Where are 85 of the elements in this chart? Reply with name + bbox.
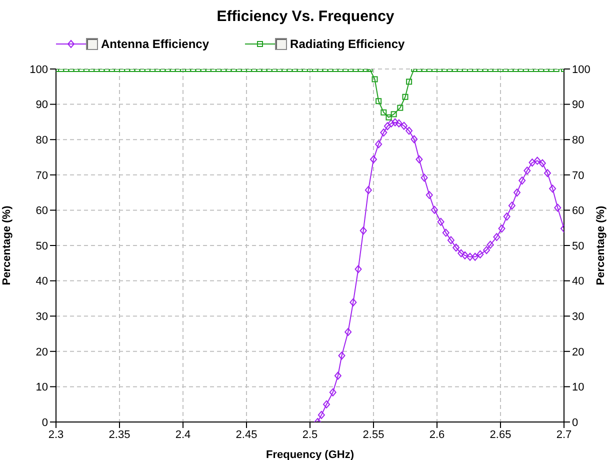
y2-tick-label: 50 bbox=[572, 240, 584, 252]
y2-tick-label: 90 bbox=[572, 99, 584, 112]
point bbox=[329, 388, 336, 396]
x-tick-label: 2.45 bbox=[236, 428, 258, 441]
point bbox=[323, 400, 330, 408]
point bbox=[476, 250, 484, 258]
point bbox=[416, 155, 423, 164]
point bbox=[384, 122, 391, 130]
point bbox=[493, 233, 500, 242]
point bbox=[452, 244, 460, 252]
point bbox=[370, 155, 377, 164]
point bbox=[508, 202, 516, 210]
y-tick-label: 60 bbox=[36, 205, 48, 218]
point bbox=[426, 191, 433, 200]
legend-label: Radiating Efficiency bbox=[290, 37, 405, 51]
point bbox=[334, 372, 342, 380]
point bbox=[344, 328, 352, 336]
point bbox=[486, 240, 494, 249]
y2-tick-label: 80 bbox=[572, 134, 584, 147]
legend-label: Antenna Efficiency bbox=[101, 37, 210, 51]
point bbox=[544, 169, 551, 178]
point bbox=[554, 204, 562, 212]
point bbox=[472, 252, 479, 261]
point bbox=[380, 128, 388, 137]
y-tick-label: 80 bbox=[36, 134, 48, 147]
y2-tick-label: 0 bbox=[572, 416, 578, 429]
point bbox=[549, 184, 556, 193]
y-tick-label: 0 bbox=[42, 416, 48, 429]
point bbox=[503, 212, 510, 221]
point bbox=[395, 119, 402, 128]
x-tick-label: 2.55 bbox=[362, 428, 384, 441]
x-tick-label: 2.4 bbox=[175, 428, 191, 441]
point bbox=[375, 140, 382, 148]
point bbox=[442, 228, 450, 237]
point bbox=[430, 206, 438, 214]
y-tick-label: 10 bbox=[36, 382, 48, 394]
point bbox=[483, 246, 490, 254]
point bbox=[406, 126, 413, 135]
point bbox=[514, 188, 521, 197]
point bbox=[447, 236, 454, 244]
x-tick-label: 2.5 bbox=[302, 428, 318, 441]
y-tick-label: 20 bbox=[36, 346, 48, 358]
y-tick-label: 90 bbox=[36, 99, 48, 112]
point bbox=[388, 119, 395, 128]
y2-axis-title: Percentage (%) bbox=[594, 205, 607, 286]
y2-tick-label: 40 bbox=[572, 276, 584, 288]
point bbox=[350, 298, 357, 306]
y-tick-label: 100 bbox=[30, 64, 48, 76]
y2-tick-label: 20 bbox=[572, 346, 584, 358]
point bbox=[318, 410, 325, 419]
y2-tick-label: 10 bbox=[572, 382, 584, 394]
y2-tick-label: 30 bbox=[572, 311, 584, 324]
point bbox=[528, 158, 536, 167]
point bbox=[410, 135, 418, 144]
y2-tick-label: 60 bbox=[572, 205, 584, 218]
x-tick-label: 2.6 bbox=[429, 428, 445, 441]
point bbox=[354, 265, 362, 274]
point bbox=[498, 224, 506, 233]
point bbox=[534, 156, 541, 165]
y-tick-label: 50 bbox=[36, 240, 48, 252]
x-tick-label: 2.7 bbox=[556, 428, 572, 441]
chart-title: Efficiency Vs. Frequency bbox=[216, 8, 396, 25]
point bbox=[420, 174, 428, 182]
x-tick-label: 2.3 bbox=[48, 428, 64, 441]
y-tick-label: 70 bbox=[36, 170, 48, 182]
point bbox=[437, 218, 444, 226]
point bbox=[338, 352, 346, 360]
point bbox=[466, 252, 474, 261]
y-axis-title: Percentage (%) bbox=[0, 205, 13, 286]
point bbox=[400, 122, 408, 130]
y-tick-label: 40 bbox=[36, 276, 48, 288]
point bbox=[364, 186, 372, 194]
x-tick-label: 2.35 bbox=[108, 428, 130, 441]
point bbox=[538, 159, 546, 168]
x-tick-label: 2.65 bbox=[490, 428, 512, 441]
point bbox=[360, 226, 367, 235]
point bbox=[392, 118, 399, 126]
y2-tick-label: 100 bbox=[572, 64, 590, 76]
point bbox=[524, 166, 531, 175]
y2-tick-label: 70 bbox=[572, 170, 584, 182]
point bbox=[461, 251, 468, 260]
point bbox=[458, 249, 465, 258]
x-axis-title: Frequency (GHz) bbox=[266, 449, 354, 460]
point bbox=[518, 176, 526, 185]
y-tick-label: 30 bbox=[36, 311, 48, 324]
